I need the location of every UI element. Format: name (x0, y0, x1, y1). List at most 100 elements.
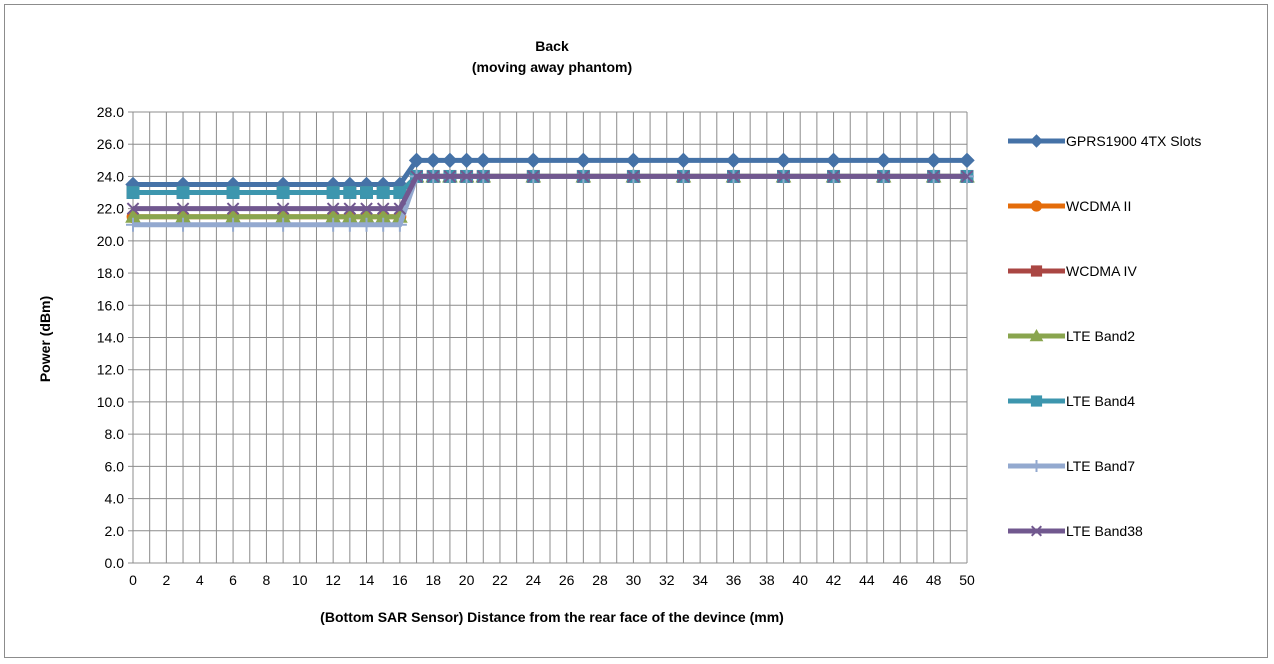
x-tick-label: 24 (526, 572, 542, 588)
data-point (126, 186, 140, 199)
x-tick-label: 0 (129, 572, 137, 588)
axis-layer: 0.0 2.0 4.0 6.0 8.0 10.0 12.0 14.0 16.0 18.0 20.0 2… (97, 104, 975, 588)
legend-label: LTE Band7 (1066, 458, 1135, 474)
y-tick-label: 0.0 (105, 555, 125, 571)
x-tick-label: 34 (692, 572, 708, 588)
data-point (426, 170, 440, 183)
data-point (326, 202, 340, 215)
data-point (725, 152, 742, 169)
data-point (927, 170, 940, 183)
data-point (443, 170, 457, 183)
data-point (777, 170, 790, 183)
data-point (442, 152, 458, 169)
y-tick-label: 2.0 (105, 523, 125, 539)
x-axis-title: (Bottom SAR Sensor) Distance from the re… (320, 609, 784, 625)
data-point (226, 186, 240, 199)
data-point (625, 152, 642, 169)
x-tick-label: 4 (196, 572, 204, 588)
y-tick-label: 20.0 (97, 233, 124, 249)
data-point (126, 202, 140, 215)
x-tick-label: 44 (859, 572, 875, 588)
data-point (458, 152, 475, 169)
legend-label: WCDMA II (1066, 198, 1131, 214)
y-tick-label: 16.0 (97, 297, 124, 313)
x-tick-label: 2 (162, 572, 170, 588)
data-point (1029, 134, 1044, 148)
data-point (392, 217, 407, 232)
legend-item: WCDMA II (1008, 198, 1131, 214)
data-point (343, 202, 357, 215)
data-point (925, 152, 942, 169)
y-tick-label: 22.0 (97, 201, 124, 217)
legend-item: LTE Band2 (1008, 328, 1135, 344)
x-tick-label: 20 (459, 572, 475, 588)
x-tick-label: 6 (229, 572, 237, 588)
data-point (342, 217, 357, 232)
data-point (875, 152, 892, 169)
x-tick-label: 18 (425, 572, 441, 588)
data-point (226, 217, 241, 232)
data-point (577, 170, 590, 183)
legend-label: LTE Band4 (1066, 393, 1135, 409)
y-tick-label: 28.0 (97, 104, 124, 120)
data-point (825, 152, 842, 169)
y-tick-label: 18.0 (97, 265, 124, 281)
data-point (343, 186, 357, 199)
data-point (1030, 395, 1043, 407)
y-tick-label: 12.0 (97, 362, 124, 378)
data-point (226, 202, 240, 215)
data-point (360, 202, 373, 215)
data-point (1030, 200, 1043, 212)
data-point (360, 186, 373, 199)
legend-item: LTE Band7 (1008, 458, 1135, 474)
data-point (627, 170, 640, 183)
y-tick-label: 26.0 (97, 136, 124, 152)
data-point (527, 170, 540, 183)
legend-item: WCDMA IV (1008, 263, 1137, 279)
x-tick-label: 42 (826, 572, 842, 588)
chart-frame: Back (moving away phantom) 0.0 2.0 4.0 6.0 8… (4, 4, 1268, 658)
data-point (176, 202, 190, 215)
x-tick-label: 50 (959, 572, 975, 588)
x-tick-label: 10 (292, 572, 308, 588)
data-point (575, 152, 592, 169)
data-point (276, 186, 290, 199)
x-tick-label: 22 (492, 572, 508, 588)
data-point (1030, 460, 1043, 472)
series-line (133, 157, 967, 187)
data-point (525, 152, 542, 169)
x-tick-label: 38 (759, 572, 775, 588)
data-point (176, 186, 190, 199)
grid-layer (132, 111, 968, 564)
legend-item: LTE Band4 (1008, 393, 1135, 409)
x-tick-label: 26 (559, 572, 575, 588)
data-point (126, 217, 140, 232)
data-point (393, 202, 407, 215)
data-point (675, 152, 692, 169)
legend-label: WCDMA IV (1066, 263, 1137, 279)
y-tick-label: 10.0 (97, 394, 124, 410)
x-tick-label: 8 (263, 572, 271, 588)
data-point (727, 170, 740, 183)
data-point (1030, 525, 1043, 537)
x-tick-label: 14 (359, 572, 375, 588)
y-tick-label: 4.0 (105, 491, 125, 507)
data-point (960, 170, 974, 183)
data-point (425, 152, 441, 169)
data-point (1029, 328, 1044, 342)
data-point (376, 186, 390, 199)
x-tick-label: 36 (726, 572, 742, 588)
y-tick-label: 14.0 (97, 330, 124, 346)
data-point (176, 217, 191, 232)
x-tick-label: 48 (926, 572, 942, 588)
data-point (376, 202, 390, 215)
chart-subtitle: (moving away phantom) (472, 59, 632, 75)
x-tick-label: 12 (325, 572, 341, 588)
x-tick-label: 16 (392, 572, 408, 588)
data-point (376, 217, 391, 232)
data-point (359, 217, 374, 232)
y-tick-label: 6.0 (105, 458, 125, 474)
data-point (276, 217, 291, 232)
x-tick-label: 32 (659, 572, 675, 588)
data-point (408, 152, 425, 169)
